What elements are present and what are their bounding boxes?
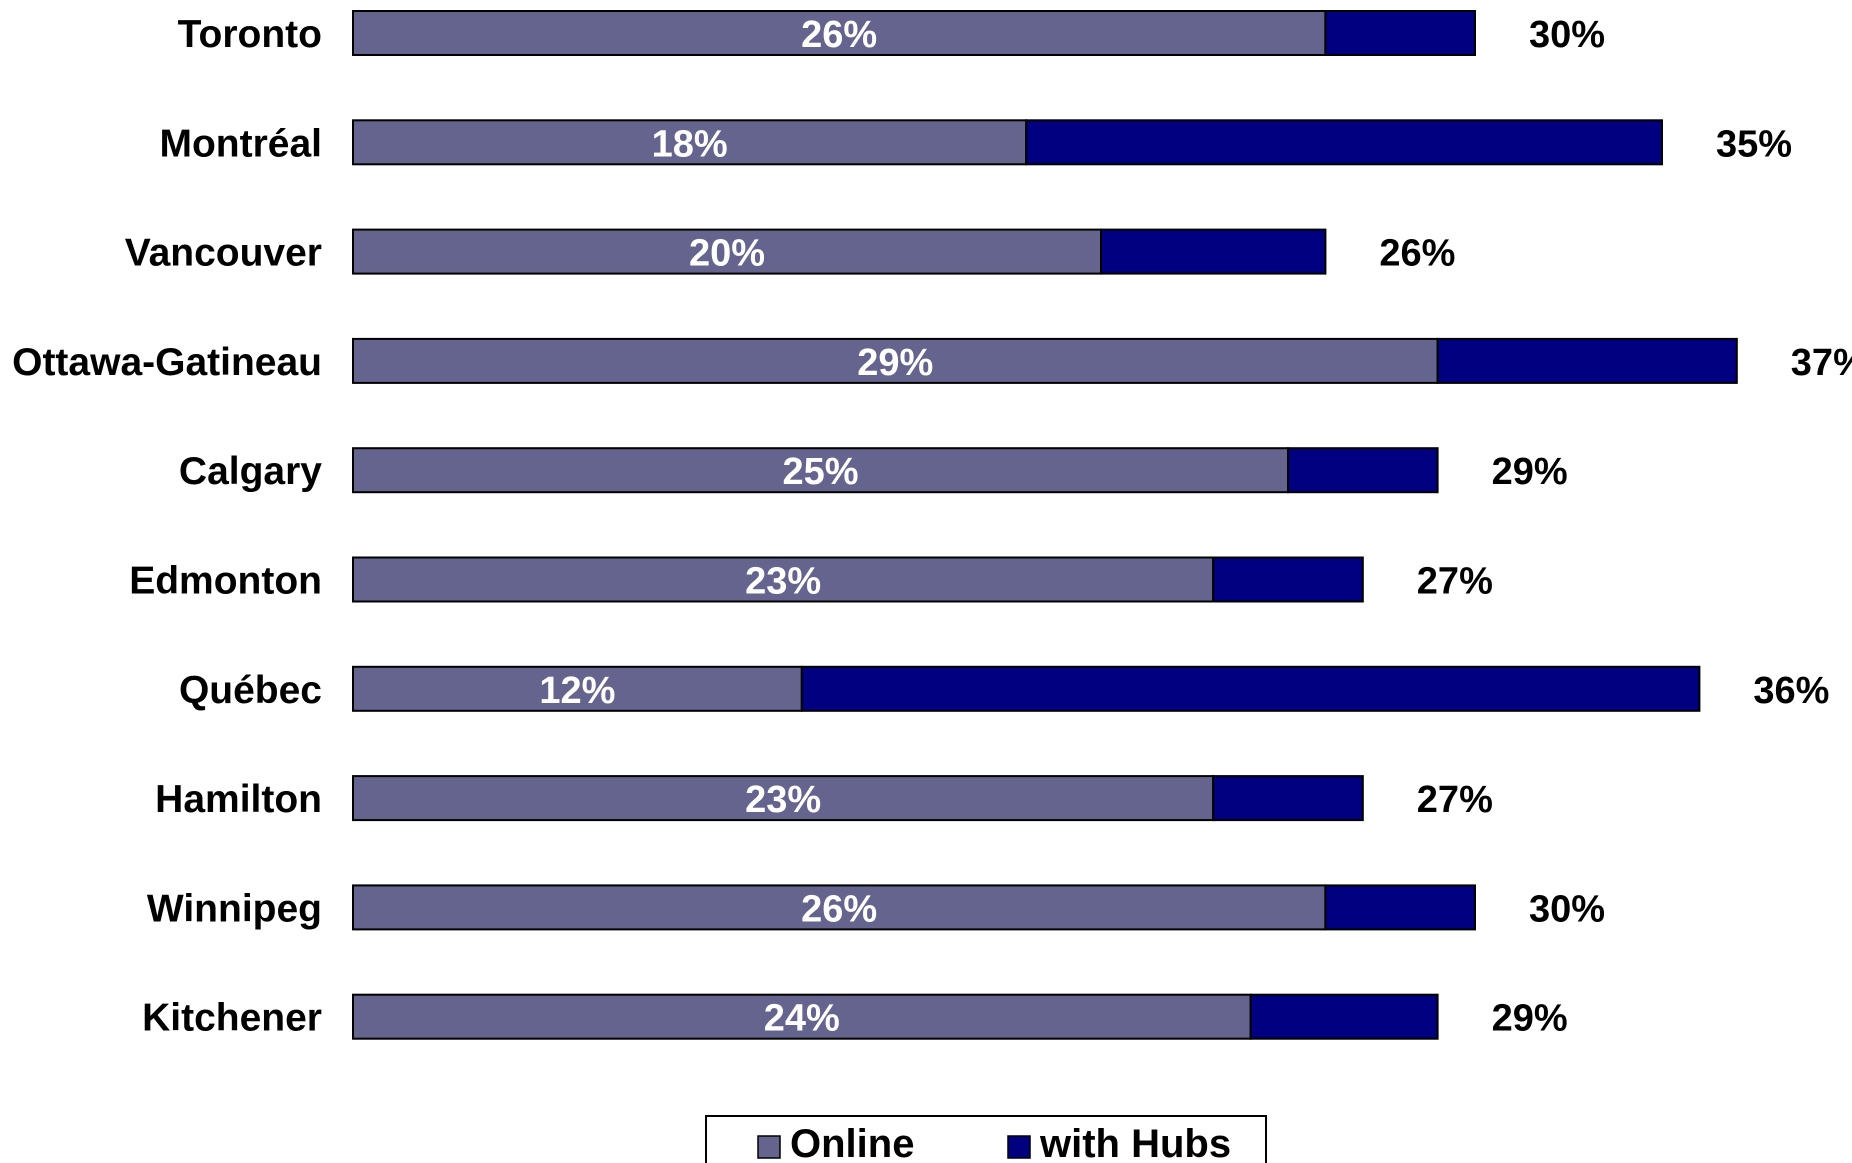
data-label-online-toronto: 26% bbox=[801, 14, 877, 56]
bar-with-hubs-hamilton bbox=[1212, 775, 1364, 822]
bar-online-toronto bbox=[352, 10, 1327, 56]
bar-with-hubs-winnipeg bbox=[1324, 884, 1477, 931]
total-labels: 30% 35% 26% 37% 29% 27% 36% 27% 30% 29% bbox=[1379, 14, 1852, 1040]
category-label-kitchener: Kitchener bbox=[142, 997, 322, 1040]
data-label-online-edmonton: 23% bbox=[745, 561, 821, 603]
bar-online-winnipeg bbox=[352, 884, 1327, 931]
bar-online-quebec bbox=[352, 665, 803, 712]
total-label-calgary: 29% bbox=[1492, 451, 1568, 493]
category-label-winnipeg: Winnipeg bbox=[147, 887, 322, 930]
bar-with-hubs-edmonton bbox=[1212, 556, 1364, 603]
bar-with-hubs-ottawa-gatineau bbox=[1436, 337, 1738, 384]
total-label-hamilton: 27% bbox=[1417, 779, 1493, 821]
data-label-online-montreal: 18% bbox=[652, 123, 728, 165]
bar-online-calgary bbox=[352, 447, 1289, 494]
data-label-online-winnipeg: 26% bbox=[801, 888, 877, 930]
total-label-quebec: 36% bbox=[1753, 670, 1829, 712]
bar-with-hubs-quebec bbox=[800, 665, 1701, 712]
total-label-montreal: 35% bbox=[1716, 123, 1792, 165]
bar-online-montreal bbox=[352, 119, 1028, 166]
bar-online-hamilton bbox=[352, 775, 1215, 822]
bar-with-hubs-montreal bbox=[1025, 119, 1663, 166]
category-label-toronto: Toronto bbox=[178, 13, 322, 56]
category-label-hamilton: Hamilton bbox=[155, 778, 322, 821]
data-label-online-ottawa-gatineau: 29% bbox=[857, 342, 933, 384]
category-label-ottawa-gatineau: Ottawa-Gatineau bbox=[12, 341, 322, 384]
data-label-online-vancouver: 20% bbox=[689, 233, 765, 275]
bar-online-edmonton bbox=[352, 556, 1215, 603]
data-label-online-kitchener: 24% bbox=[764, 998, 840, 1040]
category-label-montreal: Montréal bbox=[159, 122, 322, 165]
category-label-quebec: Québec bbox=[179, 669, 322, 712]
bar-online-kitchener bbox=[352, 993, 1252, 1040]
legend-label-online: Online bbox=[790, 1122, 914, 1163]
bars-group bbox=[352, 10, 1738, 1040]
bar-with-hubs-calgary bbox=[1287, 447, 1439, 494]
data-label-online-hamilton: 23% bbox=[745, 779, 821, 821]
total-label-edmonton: 27% bbox=[1417, 561, 1493, 603]
legend-swatch-online bbox=[757, 1135, 781, 1159]
bar-with-hubs-toronto bbox=[1324, 10, 1477, 56]
category-label-calgary: Calgary bbox=[179, 450, 322, 493]
data-label-online-calgary: 25% bbox=[782, 451, 858, 493]
data-label-online-quebec: 12% bbox=[539, 670, 615, 712]
bar-with-hubs-vancouver bbox=[1100, 228, 1327, 275]
legend-swatch-with-hubs bbox=[1007, 1135, 1031, 1159]
total-label-toronto: 30% bbox=[1529, 14, 1605, 56]
total-label-kitchener: 29% bbox=[1492, 998, 1568, 1040]
legend: Online with Hubs bbox=[705, 1115, 1267, 1163]
segment-labels: 26% 18% 20% 29% 25% 23% 12% 23% 26% 24% bbox=[539, 14, 933, 1040]
total-label-winnipeg: 30% bbox=[1529, 888, 1605, 930]
category-label-edmonton: Edmonton bbox=[129, 560, 322, 603]
category-labels: Toronto Montréal Vancouver Ottawa-Gatineau C… bbox=[12, 13, 322, 1040]
category-label-vancouver: Vancouver bbox=[125, 232, 322, 275]
legend-label-with-hubs: with Hubs bbox=[1039, 1122, 1231, 1163]
legend-box bbox=[705, 1115, 1267, 1163]
bar-with-hubs-kitchener bbox=[1249, 993, 1439, 1040]
total-label-vancouver: 26% bbox=[1379, 233, 1455, 275]
bar-online-vancouver bbox=[352, 228, 1102, 275]
total-label-ottawa-gatineau: 37% bbox=[1791, 342, 1852, 384]
